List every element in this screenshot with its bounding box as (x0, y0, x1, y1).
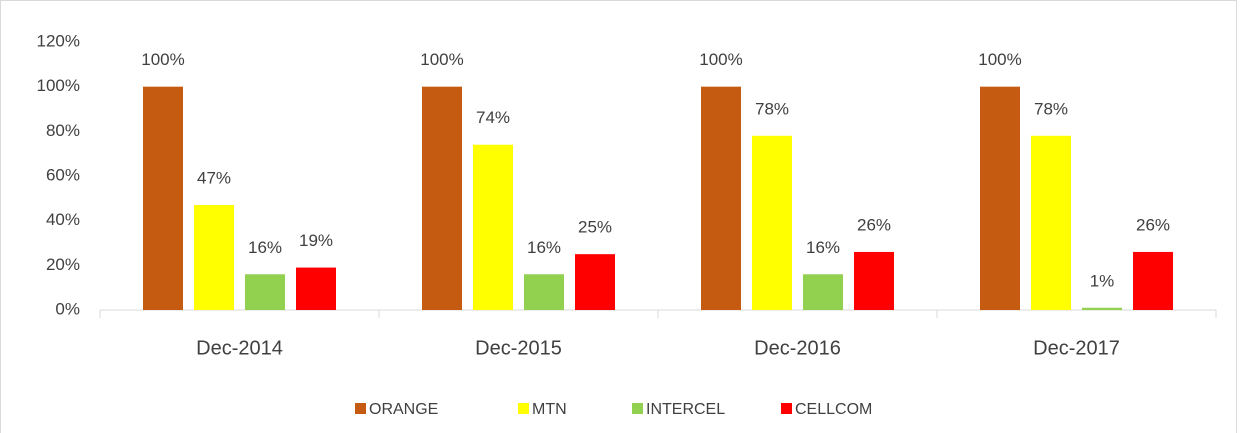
data-label: 78% (1034, 99, 1068, 118)
x-tick-label: Dec-2014 (196, 337, 283, 359)
y-tick-label: 40% (46, 210, 80, 229)
y-tick-label: 20% (46, 255, 80, 274)
data-label: 16% (806, 238, 840, 257)
data-label: 16% (248, 238, 282, 257)
bar (1082, 307, 1122, 310)
bar (245, 274, 285, 310)
data-label: 19% (299, 231, 333, 250)
data-label: 25% (578, 218, 612, 237)
bar (194, 205, 234, 310)
data-label: 100% (141, 50, 184, 69)
bar (524, 274, 564, 310)
legend-swatch (632, 403, 643, 414)
data-label: 1% (1090, 271, 1115, 290)
y-tick-label: 80% (46, 121, 80, 140)
bar (980, 86, 1020, 311)
bar (1031, 135, 1071, 310)
bar (473, 144, 513, 310)
bar (143, 86, 183, 311)
bar (803, 274, 843, 310)
legend-label: CELLCOM (795, 401, 872, 418)
legend-swatch (518, 403, 529, 414)
y-tick-label: 0% (55, 299, 80, 318)
bar (575, 254, 615, 310)
y-tick-label: 120% (37, 31, 80, 50)
bar (1133, 251, 1173, 310)
bar (854, 251, 894, 310)
data-label: 26% (857, 215, 891, 234)
x-tick-label: Dec-2015 (475, 337, 562, 359)
data-label: 26% (1136, 215, 1170, 234)
bar (422, 86, 462, 311)
bar (752, 135, 792, 310)
x-tick-label: Dec-2016 (754, 337, 841, 359)
x-tick-label: Dec-2017 (1033, 337, 1120, 359)
legend-swatch (781, 403, 792, 414)
legend-swatch (355, 403, 366, 414)
legend-label: MTN (532, 401, 567, 418)
data-label: 100% (420, 50, 463, 69)
data-label: 78% (755, 99, 789, 118)
data-label: 47% (197, 169, 231, 188)
y-tick-label: 60% (46, 165, 80, 184)
legend-label: INTERCEL (646, 401, 725, 418)
data-label: 100% (978, 50, 1021, 69)
legend-label: ORANGE (369, 401, 438, 418)
data-label: 16% (527, 238, 561, 257)
data-label: 100% (699, 50, 742, 69)
y-tick-label: 100% (37, 76, 80, 95)
bar (296, 267, 336, 310)
bar (701, 86, 741, 311)
data-label: 74% (476, 108, 510, 127)
